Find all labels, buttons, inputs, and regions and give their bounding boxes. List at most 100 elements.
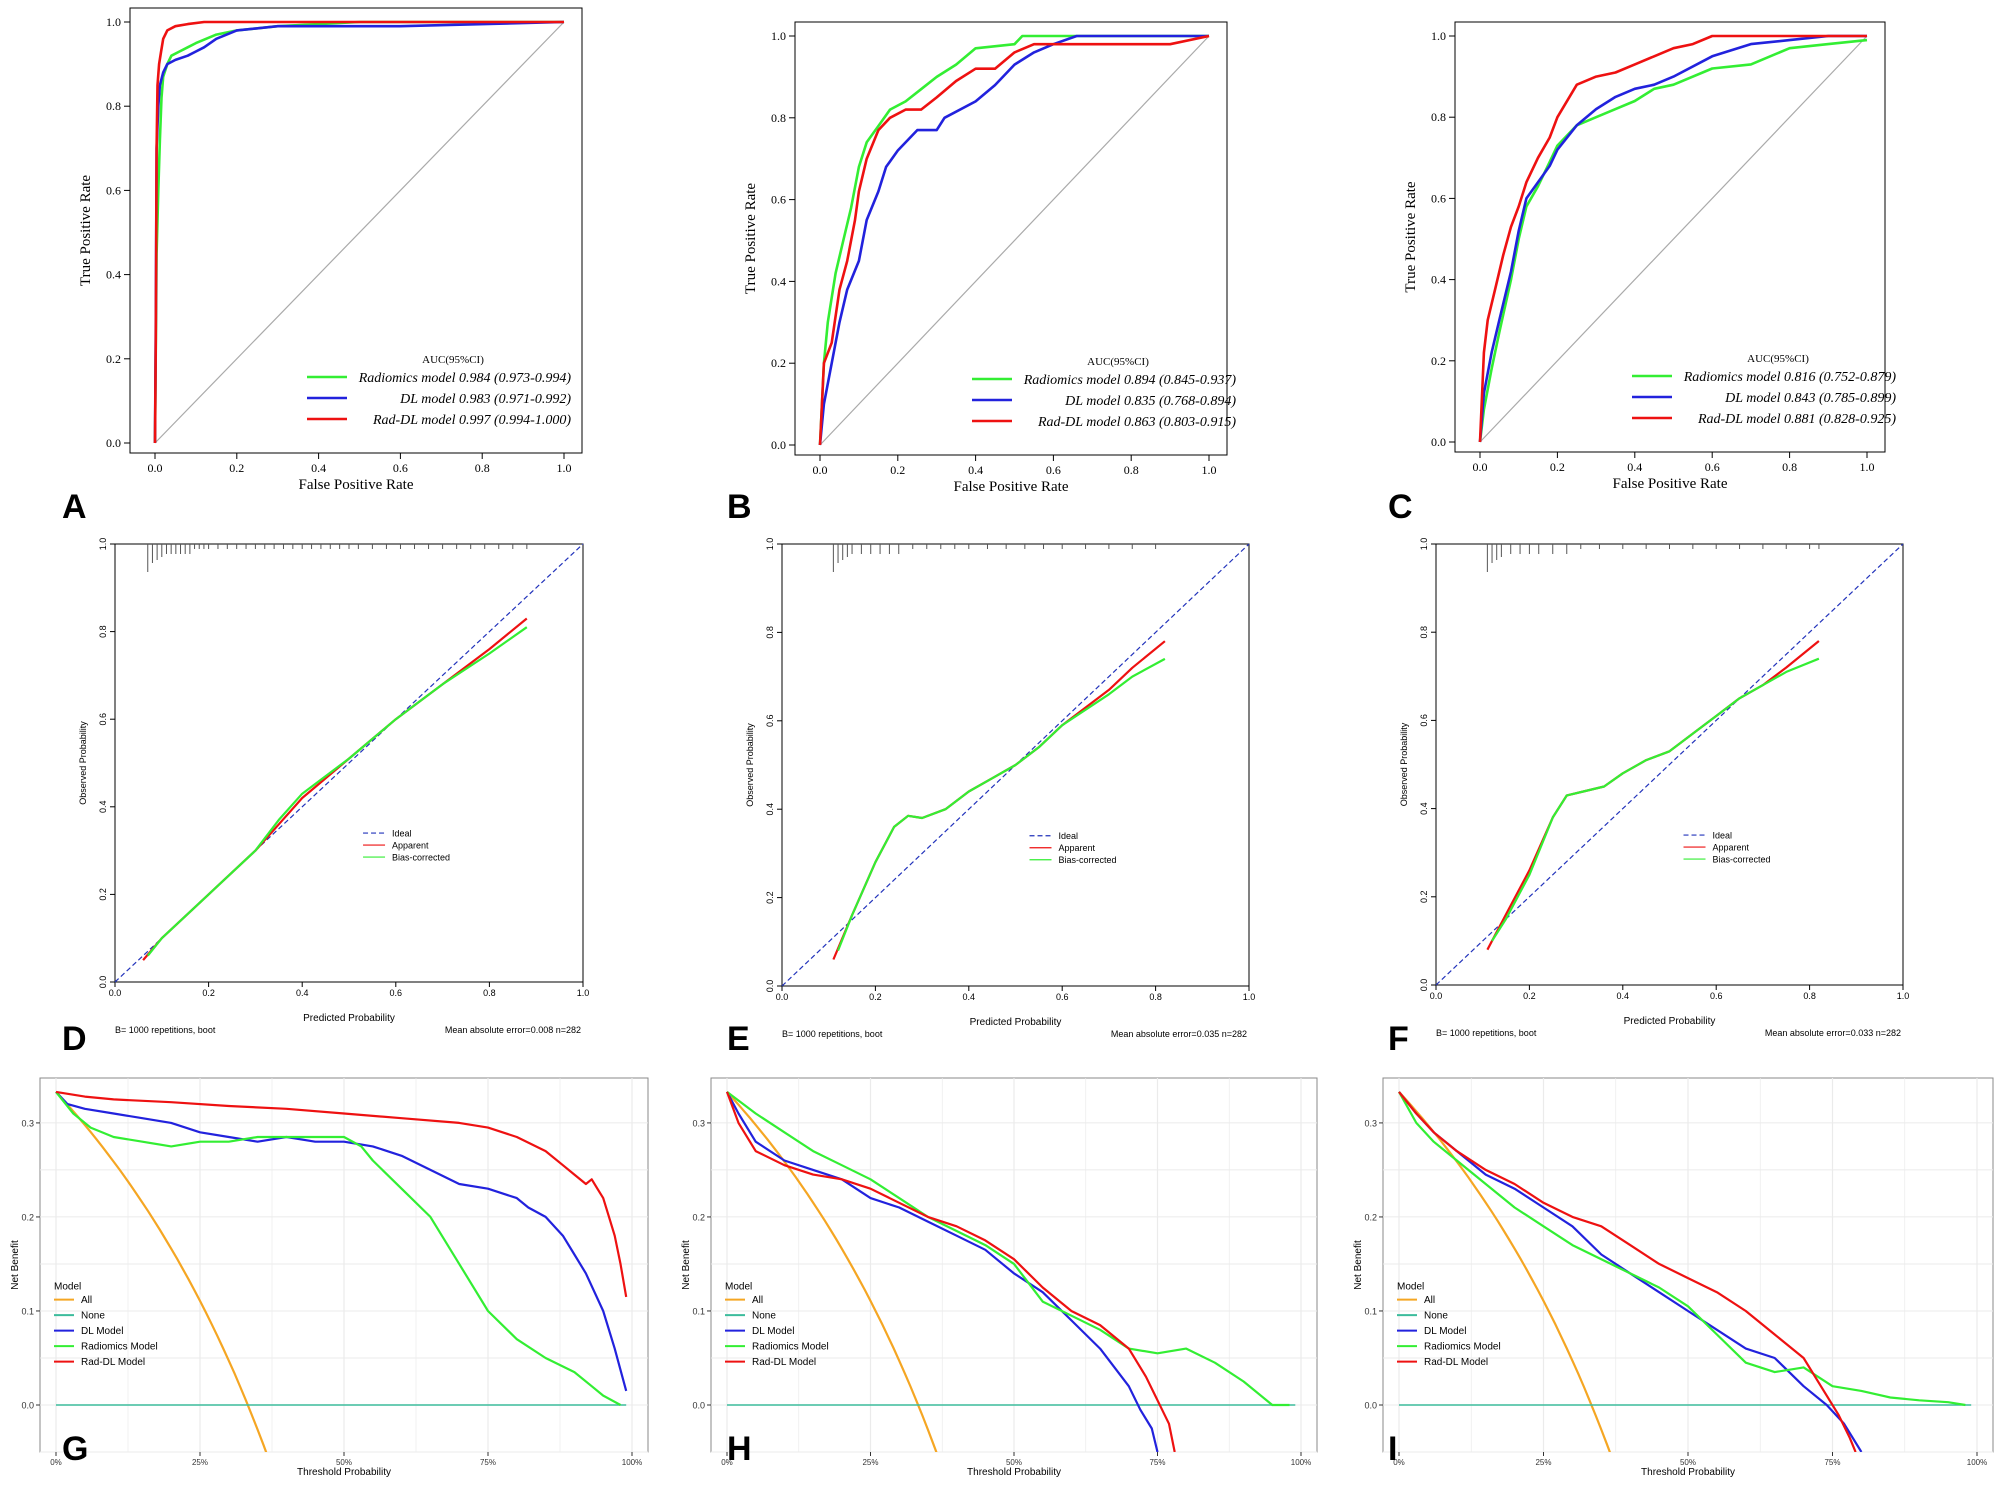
panel-B: 0.0 0.2 0.4 0.6 0.8 1.0 0.0 0.2 0.4 0.6 0.8 1.0 Fals… [727,21,1237,526]
y-axis-label: True Positive Rate [743,183,759,294]
y-tick-label: 0.8 [98,625,108,638]
panel-I: 0.0 0.1 0.2 0.3 0% 25% 50% 75% 100% Threshold Pro… [1353,1077,1994,1478]
y-tick-label: 0.8 [765,626,775,639]
y-tick-label: 0.6 [771,193,786,207]
legend-entry: Rad-DL model 0.863 (0.803-0.915) [1037,415,1236,430]
dca-curve-dl-model [55,1091,628,1392]
legend-entry: DL model 0.983 (0.971-0.992) [399,392,571,407]
x-tick-label: 25% [862,1458,878,1467]
legend-entry: Radiomics model 0.984 (0.973-0.994) [358,371,572,386]
y-tick-label: 0.3 [692,1118,705,1128]
legend-entry: All [81,1295,92,1306]
panel-F: 0.0 0.2 0.4 0.6 0.8 1.0 0.0 0.2 0.4 0.6 0.8 1.0 Pred… [1388,538,1909,1058]
x-tick-label: 1.0 [1243,992,1256,1002]
x-tick-label: 1.0 [577,988,590,998]
x-tick-label: 0.4 [1627,460,1642,474]
legend-entry: DL Model [1424,1326,1466,1337]
legend-entry: Radiomics Model [1424,1342,1501,1353]
y-tick-label: 0.2 [21,1212,34,1222]
legend-entry: Rad-DL Model [81,1357,145,1368]
legend-title: Model [1397,1282,1424,1293]
legend-entry: Rad-DL Model [752,1357,816,1368]
y-tick-label: 0.2 [1419,891,1429,904]
y-tick-label: 0.1 [21,1306,34,1316]
dca-curve-rad-dl-model [55,1090,628,1298]
x-tick-label: 0.4 [1617,991,1630,1001]
footer-left: B= 1000 repetitions, boot [1436,1028,1537,1038]
reference-diagonal [819,35,1210,446]
x-tick-label: 0% [721,1458,733,1467]
dca-curve-radiomics-model [55,1091,622,1406]
panel-C: 0.0 0.2 0.4 0.6 0.8 1.0 0.0 0.2 0.4 0.6 0.8 1.0 Fals… [1388,21,1896,526]
x-tick-label: 75% [480,1458,496,1467]
x-tick-label: 0.6 [1056,992,1069,1002]
x-tick-label: 0.2 [229,461,244,475]
legend-entry: Apparent [1059,843,1096,853]
legend-title: AUC(95%CI) [422,354,484,366]
x-tick-label: 0.0 [776,992,789,1002]
calibration-curve-apparent [1486,640,1820,951]
x-tick-label: 0.2 [202,988,215,998]
roc-curve-rad-dl-model [153,20,564,444]
y-axis-label: Net Benefit [10,1240,21,1290]
x-axis-label: Predicted Probability [970,1017,1062,1028]
legend-entry: Ideal [392,829,412,839]
x-axis-label: Predicted Probability [1624,1016,1716,1027]
roc-curve-dl-model [818,34,1209,446]
x-tick-label: 0.8 [1124,463,1139,477]
x-tick-label: 50% [336,1458,352,1467]
x-axis-label: False Positive Rate [954,479,1069,495]
legend-entry: Bias-corrected [392,853,450,863]
legend-entry: Radiomics model 0.894 (0.845-0.937) [1023,373,1237,388]
legend-title: Model [54,1282,81,1293]
x-tick-label: 1.0 [1202,463,1217,477]
y-tick-label: 1.0 [1419,538,1429,551]
legend-entry: All [752,1295,763,1306]
panel-D: 0.0 0.2 0.4 0.6 0.8 1.0 0.0 0.2 0.4 0.6 0.8 1.0 Pred… [62,538,589,1058]
legend-entry: Apparent [392,841,429,851]
y-axis-label: True Positive Rate [78,175,94,286]
y-tick-label: 1.0 [771,29,786,43]
y-tick-label: 0.0 [765,980,775,993]
x-tick-label: 25% [1535,1458,1551,1467]
y-tick-label: 0.8 [1419,626,1429,639]
legend-entry: Rad-DL Model [1424,1357,1488,1368]
x-axis-label: False Positive Rate [299,477,414,493]
plot-frame [794,21,1228,456]
roc-curve-dl-model [1478,34,1867,443]
roc-curve-rad-dl-model [818,34,1210,446]
dca-curve-radiomics-model [1398,1091,1966,1407]
roc-curve-rad-dl-model [1478,34,1867,443]
x-axis-label: False Positive Rate [1613,476,1728,492]
y-tick-label: 0.1 [1364,1306,1377,1316]
x-tick-label: 0.8 [1782,460,1797,474]
y-axis-label: Net Benefit [1353,1240,1364,1290]
legend-title: AUC(95%CI) [1747,353,1809,365]
legend-entry: None [1424,1311,1448,1322]
x-tick-label: 0.8 [1803,991,1816,1001]
calibration-curve-bias-corrected [1491,657,1820,942]
x-tick-label: 0.2 [1550,460,1565,474]
legend-entry: DL model 0.843 (0.785-0.899) [1724,391,1896,406]
legend-entry: Radiomics Model [81,1342,158,1353]
y-tick-label: 0.8 [771,111,786,125]
y-tick-label: 0.4 [765,803,775,816]
x-tick-label: 0.6 [393,461,408,475]
y-axis-label: Observed Probability [1399,722,1409,806]
y-tick-label: 0.0 [1364,1400,1377,1410]
y-tick-label: 0.0 [21,1400,34,1410]
x-axis-label: Threshold Probability [1641,1467,1735,1478]
x-tick-label: 0% [50,1458,62,1467]
y-tick-label: 0.8 [106,99,121,113]
legend-entry: All [1424,1295,1435,1306]
x-tick-label: 0.2 [890,463,905,477]
legend-entry: Bias-corrected [1713,855,1771,865]
legend-title: Model [725,1282,752,1293]
y-tick-label: 0.8 [1431,110,1446,124]
y-tick-label: 0.2 [1431,354,1446,368]
footer-right: Mean absolute error=0.033 n=282 [1765,1028,1901,1038]
y-tick-label: 0.0 [692,1400,705,1410]
legend-entry: None [752,1311,776,1322]
panel-label: H [727,1430,752,1468]
